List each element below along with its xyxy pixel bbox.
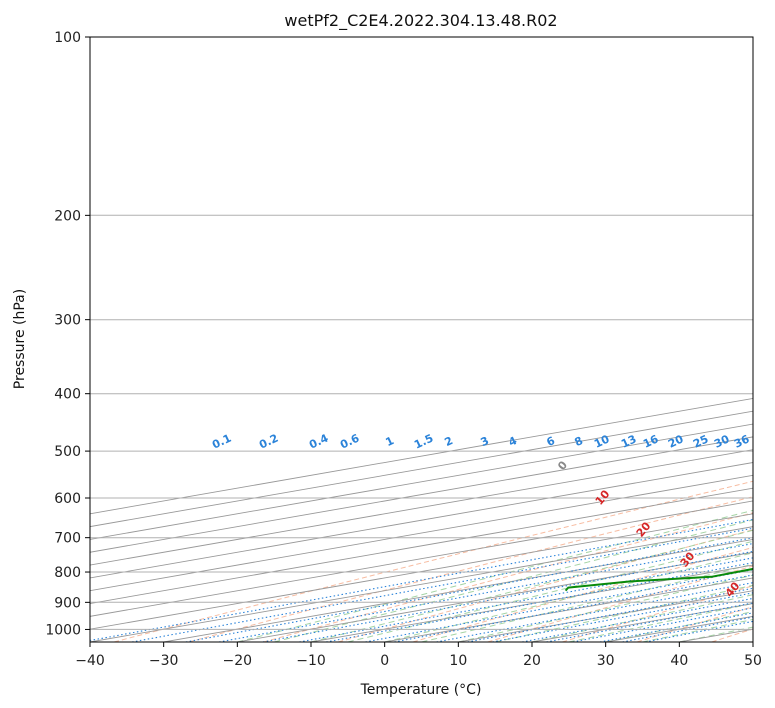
y-tick-label: 900 — [54, 595, 81, 611]
x-tick-label: 40 — [670, 653, 688, 669]
x-tick-label: 50 — [744, 653, 762, 669]
y-tick-label: 200 — [54, 208, 81, 224]
y-tick-label: 500 — [54, 444, 81, 460]
chart-title: wetPf2_C2E4.2022.304.13.48.R02 — [284, 11, 557, 31]
isotherm — [90, 487, 753, 604]
mixing-ratio-line — [262, 550, 753, 642]
isotherm — [90, 474, 753, 592]
x-tick-label: −10 — [296, 653, 326, 669]
mixing-ratio-line — [325, 562, 753, 642]
isotherm — [90, 500, 753, 617]
x-axis-label: Temperature (°C) — [360, 682, 482, 698]
moist-adiabat — [384, 552, 753, 642]
y-tick-label: 600 — [54, 491, 81, 507]
mixing-ratio-line — [185, 537, 753, 642]
moist-adiabat — [274, 519, 753, 642]
pressure-gridlines — [90, 36, 753, 630]
y-axis: 100 200 300 400 500 600 700 800 900 1000 — [45, 30, 90, 638]
y-axis-label: Pressure (hPa) — [12, 289, 28, 389]
y-tick-label: 800 — [54, 565, 81, 581]
x-tick-label: −40 — [75, 653, 105, 669]
x-tick-label: 30 — [597, 653, 615, 669]
x-tick-label: −30 — [149, 653, 179, 669]
x-tick-label: 0 — [380, 653, 389, 669]
line-annotations: -100-90-80-70-60-50-40-30-20-10010203040… — [210, 431, 752, 599]
y-tick-label: 700 — [54, 531, 81, 547]
isotherm — [90, 513, 753, 630]
plot-frame — [89, 36, 754, 643]
reference-lines — [90, 397, 753, 642]
x-tick-label: 10 — [449, 653, 467, 669]
y-tick-label: 100 — [54, 30, 81, 46]
isotherm — [90, 462, 753, 579]
mixing-ratio-label: 25 — [691, 432, 710, 450]
mixing-ratio-line — [365, 569, 753, 642]
mixing-ratio-label: 30 — [712, 432, 732, 450]
mixing-ratio-line — [622, 616, 753, 642]
y-tick-label: 1000 — [45, 622, 81, 638]
mixing-ratio-label: 10 — [592, 432, 612, 450]
mixing-ratio-line — [299, 557, 753, 642]
dry-adiabat — [263, 512, 753, 642]
y-tick-label: 400 — [54, 387, 81, 403]
x-tick-label: 20 — [523, 653, 541, 669]
x-tick-label: −20 — [223, 653, 253, 669]
isotherm — [90, 526, 753, 642]
isotherm — [752, 641, 753, 642]
mixing-ratio-label: 16 — [641, 432, 661, 450]
mixing-ratio-label: 36 — [732, 432, 752, 450]
moist-adiabat — [458, 574, 753, 642]
mixing-ratio-label: 13 — [619, 432, 638, 450]
x-axis: −40 −30 −20 −10 0 10 20 30 40 50 — [75, 642, 762, 669]
y-tick-label: 300 — [54, 313, 81, 329]
mixing-ratio-label: 20 — [666, 432, 686, 450]
moist-adiabat — [531, 594, 753, 642]
isotherm — [90, 449, 753, 566]
plot-background — [90, 37, 753, 642]
isotherm — [90, 436, 753, 553]
isotherm — [163, 538, 753, 642]
